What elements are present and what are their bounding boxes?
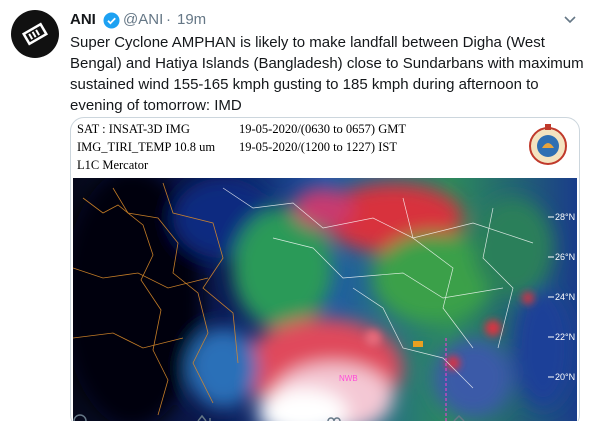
satellite-map: NWB 28°N 26°N 24°N 22°N 20°N <box>73 178 577 421</box>
image-caption: SAT : INSAT-3D IMG <box>77 122 190 136</box>
latitude-label: 24°N <box>555 292 575 302</box>
image-caption: 19-05-2020/(0630 to 0657) GMT <box>239 122 406 136</box>
tweet-text: Super Cyclone AMPHAN is likely to make l… <box>70 34 584 114</box>
latitude-label: 22°N <box>555 332 575 342</box>
latitude-label: 28°N <box>555 212 575 222</box>
image-caption: IMG_TIRI_TEMP 10.8 um <box>77 140 216 154</box>
verified-badge <box>103 12 120 29</box>
avatar[interactable] <box>11 10 59 58</box>
region-label: NWB <box>339 374 358 383</box>
user-name[interactable]: ANI <box>70 11 96 28</box>
image-caption: 19-05-2020/(1200 to 1227) IST <box>239 140 397 154</box>
share-icon[interactable] <box>453 414 465 421</box>
action-bar <box>73 414 465 421</box>
tweet-image[interactable]: SAT : INSAT-3D IMG 19-05-2020/(0630 to 0… <box>70 117 580 421</box>
image-caption: L1C Mercator <box>77 158 149 172</box>
timestamp[interactable]: 19m <box>177 11 207 28</box>
reply-icon[interactable] <box>73 414 87 421</box>
latitude-label: 26°N <box>555 252 575 262</box>
separator: · <box>166 11 171 28</box>
more-menu[interactable] <box>563 15 577 25</box>
latitude-label: 20°N <box>555 372 575 382</box>
user-handle[interactable]: @ANI <box>123 11 164 28</box>
retweet-icon[interactable] <box>197 414 211 421</box>
imd-logo <box>529 124 567 165</box>
like-icon[interactable] <box>327 417 341 421</box>
